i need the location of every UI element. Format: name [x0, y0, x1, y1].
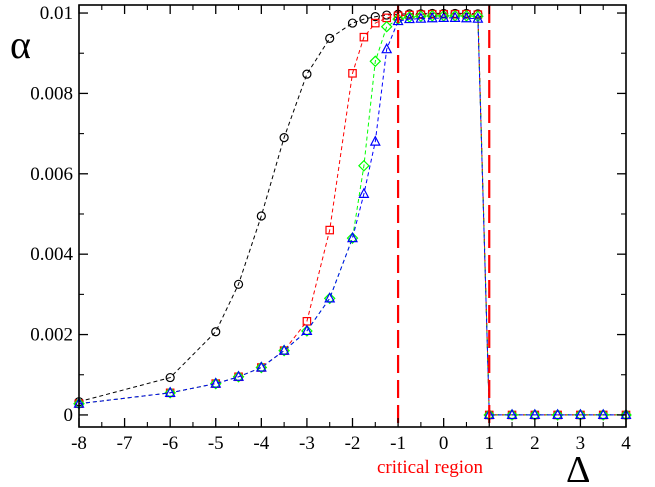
- series-line: [78, 13, 626, 416]
- x-tick-label: -1: [390, 433, 406, 454]
- x-tick-label: 2: [530, 433, 540, 454]
- data-point-triangle: [301, 324, 313, 336]
- data-point-triangle: [438, 11, 450, 22]
- data-point-triangle: [381, 42, 393, 54]
- critical-region-lines: [396, 5, 491, 427]
- series-circle: [74, 8, 631, 420]
- data-point-circle: [370, 12, 380, 22]
- data-point-diamond: [460, 10, 473, 22]
- y-tick-label: 0.006: [30, 164, 73, 185]
- x-tick-label: 3: [576, 433, 586, 454]
- data-point-circle: [211, 327, 221, 337]
- data-point-square: [348, 69, 357, 78]
- data-point-square: [359, 32, 369, 42]
- data-point-circle: [233, 279, 244, 289]
- x-tick-label: -7: [117, 433, 133, 454]
- data-point-diamond: [380, 20, 393, 33]
- x-tick-label: -3: [299, 433, 315, 454]
- data-point-diamond: [323, 292, 336, 305]
- x-tick-label: -6: [162, 433, 178, 454]
- data-point-triangle: [255, 361, 267, 372]
- data-point-circle: [302, 69, 312, 79]
- data-point-square: [370, 18, 380, 28]
- data-point-diamond: [232, 370, 245, 383]
- data-point-diamond: [346, 232, 359, 244]
- data-point-triangle: [210, 377, 222, 388]
- critical-region-label: critical region: [377, 457, 484, 478]
- x-tick-label: -4: [253, 433, 269, 454]
- data-point-square: [325, 225, 335, 235]
- x-tick-label: 1: [485, 433, 495, 454]
- x-tick-label: -8: [71, 433, 87, 454]
- data-point-diamond: [426, 10, 439, 22]
- series-line: [78, 15, 626, 416]
- data-point-circle: [279, 133, 289, 143]
- data-point-triangle: [426, 11, 438, 23]
- series-line: [78, 17, 626, 416]
- data-point-triangle: [347, 231, 358, 243]
- data-point-circle: [256, 211, 266, 221]
- data-point-diamond: [597, 409, 610, 421]
- x-tick-label: 0: [439, 433, 449, 454]
- series-layer: [73, 8, 632, 421]
- data-point-diamond: [506, 409, 518, 421]
- plot-frame: [78, 4, 627, 428]
- data-point-diamond: [255, 361, 268, 374]
- y-tick-label: 0.01: [40, 3, 73, 24]
- data-point-circle: [325, 33, 335, 43]
- data-point-triangle: [164, 386, 176, 397]
- data-point-triangle: [506, 408, 518, 420]
- data-point-triangle: [597, 408, 609, 420]
- data-point-triangle: [449, 11, 461, 22]
- data-point-triangle: [358, 187, 370, 198]
- x-tick-label: 4: [621, 433, 631, 454]
- y-tick-label: 0.008: [30, 83, 73, 104]
- data-point-circle: [165, 372, 175, 383]
- series-triangle: [73, 11, 632, 420]
- y-axis-title: α: [10, 22, 31, 67]
- data-point-diamond: [369, 55, 382, 68]
- data-point-triangle: [324, 292, 336, 303]
- axis-ticks: -8 -7 -6 -5 -4 -3 -2 -1 0 1 2 3 4 0 0.002 0.004 0.006 0.0…: [30, 3, 631, 454]
- data-point-triangle: [472, 12, 484, 23]
- data-point-triangle: [552, 408, 564, 420]
- data-point-diamond: [301, 325, 313, 337]
- data-point-triangle: [233, 370, 245, 381]
- data-point-circle: [359, 14, 369, 24]
- data-point-triangle: [403, 12, 415, 24]
- y-tick-label: 0: [64, 405, 74, 426]
- data-point-triangle: [278, 344, 290, 355]
- data-point-triangle: [415, 12, 427, 23]
- data-point-diamond: [551, 409, 564, 421]
- data-point-circle: [347, 18, 358, 28]
- series-square: [74, 9, 631, 420]
- data-point-triangle: [369, 135, 381, 146]
- x-axis-title: Δ: [566, 449, 590, 487]
- data-point-diamond: [278, 344, 290, 357]
- data-point-diamond: [358, 159, 370, 172]
- data-point-diamond: [164, 386, 177, 399]
- data-point-diamond: [209, 377, 222, 390]
- x-tick-label: -2: [345, 433, 361, 454]
- data-point-triangle: [392, 14, 404, 26]
- x-tick-label: -5: [208, 433, 224, 454]
- data-point-diamond: [415, 10, 427, 23]
- y-tick-label: 0.004: [30, 244, 73, 265]
- data-point-triangle: [460, 11, 472, 23]
- y-tick-label: 0.002: [30, 325, 73, 346]
